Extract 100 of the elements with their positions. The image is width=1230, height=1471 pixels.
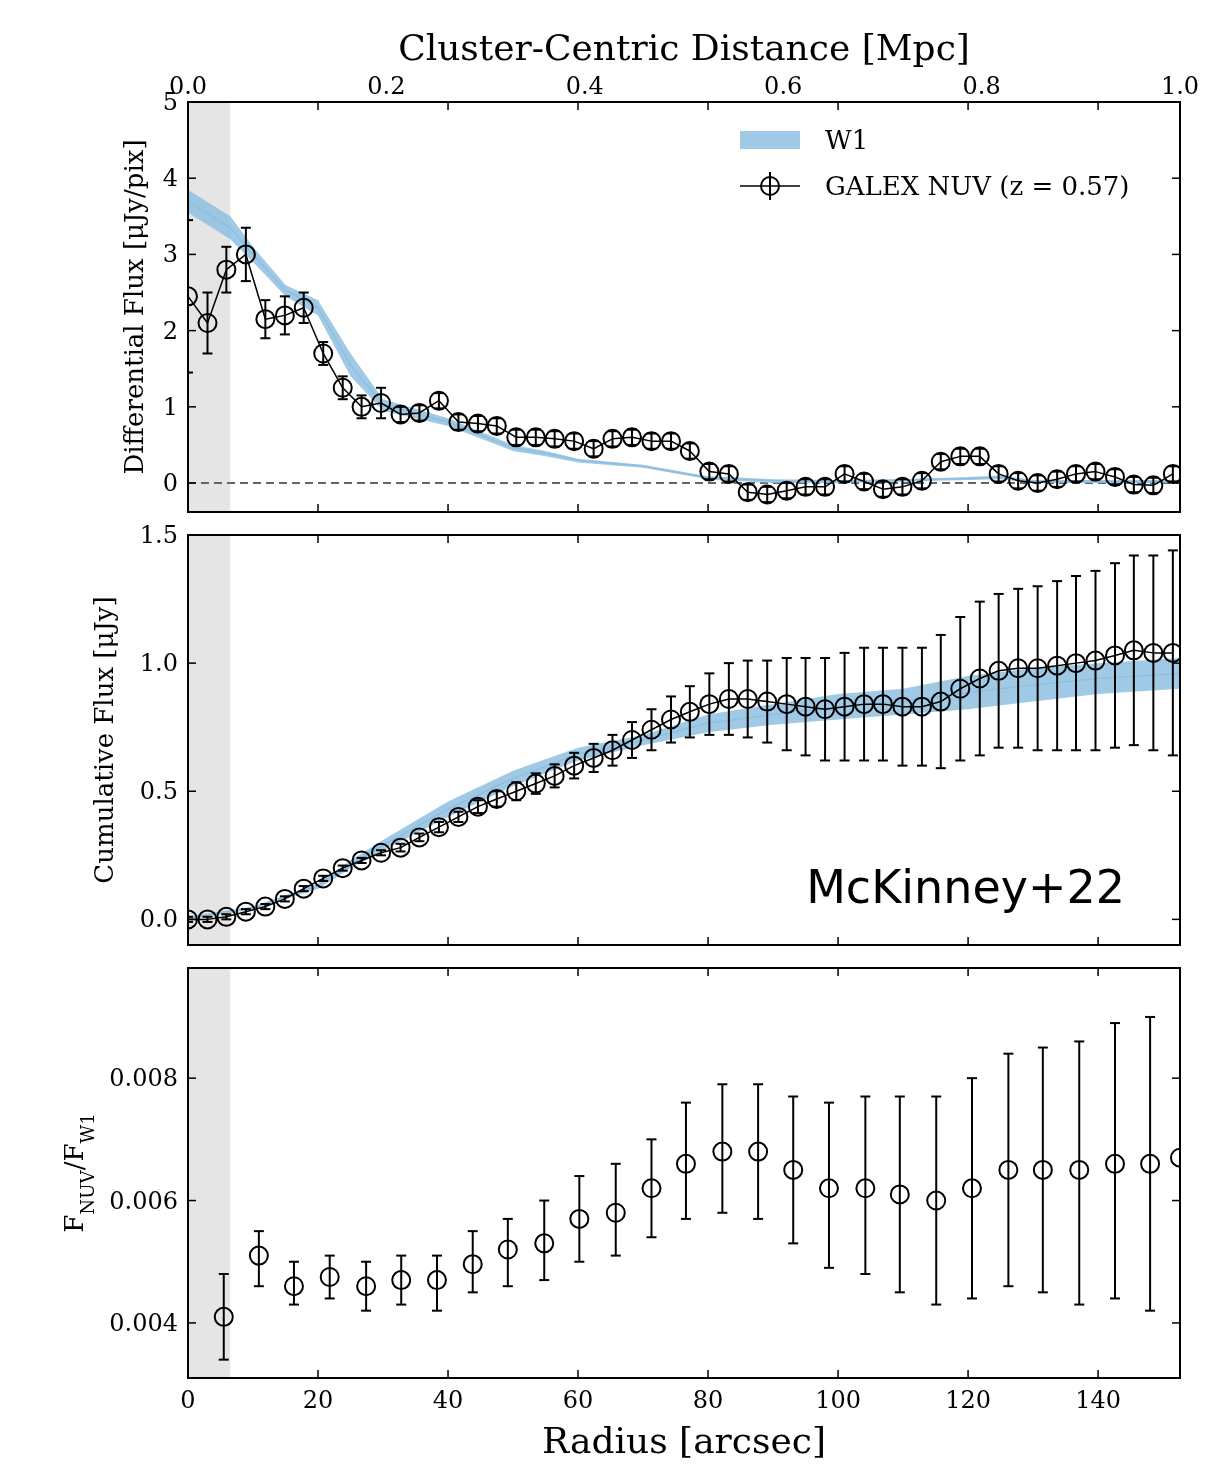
point <box>351 850 372 871</box>
x-axis-title: Radius [arcsec] <box>542 1420 826 1461</box>
point <box>569 1208 590 1229</box>
point <box>748 1141 769 1162</box>
point <box>675 1153 696 1174</box>
point <box>892 696 913 717</box>
point <box>1140 1153 1161 1174</box>
point <box>544 765 565 786</box>
point <box>1085 650 1106 671</box>
point <box>293 297 314 318</box>
point <box>319 1267 340 1288</box>
x-tick-label: 140 <box>1075 1386 1121 1414</box>
y-tick-label: 2 <box>162 316 178 345</box>
point <box>661 709 681 730</box>
point <box>1065 653 1086 674</box>
point <box>274 888 295 909</box>
x2-axis-title: Cluster-Centric Distance [Mpc] <box>398 27 970 68</box>
point <box>583 747 604 768</box>
point <box>534 1233 555 1254</box>
point <box>622 730 642 750</box>
x-tick-label: 100 <box>815 1386 861 1414</box>
y-tick-label: 0 <box>162 469 178 498</box>
point <box>1008 658 1029 679</box>
y-tick-label: 1.0 <box>139 649 178 678</box>
x-tick-label: 60 <box>562 1386 594 1414</box>
point <box>293 878 314 899</box>
point <box>1104 645 1125 666</box>
point <box>216 906 237 927</box>
x-tick-label: 80 <box>692 1386 724 1414</box>
point <box>889 1184 910 1205</box>
annotation: McKinney+22 <box>806 860 1125 914</box>
point <box>371 842 392 863</box>
x-tick-label: 40 <box>432 1386 464 1414</box>
y-axis-title: Cumulative Flux [μJy] <box>89 596 119 884</box>
point <box>783 1159 804 1180</box>
point <box>718 689 739 709</box>
point <box>197 909 218 930</box>
x2-tick-label: 0.6 <box>764 72 803 100</box>
point <box>854 694 875 715</box>
y-tick-label: 3 <box>162 240 178 269</box>
point <box>950 678 971 699</box>
point <box>426 1270 447 1291</box>
legend-label: W1 <box>825 125 869 155</box>
point <box>969 668 990 689</box>
y-tick-label: 0.5 <box>139 777 178 806</box>
y-tick-label: 1 <box>162 392 178 421</box>
point <box>248 1245 269 1266</box>
point <box>911 696 932 717</box>
point <box>255 309 276 330</box>
x-tick-label: 20 <box>302 1386 334 1414</box>
point <box>1047 655 1068 676</box>
point <box>815 699 836 720</box>
point <box>525 773 546 794</box>
x2-tick-label: 1.0 <box>1160 72 1200 100</box>
point <box>699 694 720 715</box>
point <box>776 694 797 715</box>
point <box>332 858 353 879</box>
point <box>712 1141 733 1162</box>
point <box>197 313 218 333</box>
y-tick-label: 0.006 <box>109 1186 178 1215</box>
point <box>1104 1153 1125 1174</box>
point <box>391 1270 412 1291</box>
point <box>283 1276 304 1297</box>
point <box>255 896 276 917</box>
point <box>872 694 893 715</box>
point <box>679 701 700 722</box>
point <box>216 259 237 280</box>
point <box>409 827 430 848</box>
point <box>1027 658 1048 679</box>
x2-tick-label: 0.8 <box>962 72 1001 100</box>
y-tick-label: 0.0 <box>139 905 178 934</box>
point <box>998 1159 1019 1180</box>
point <box>930 691 951 712</box>
point <box>235 244 256 265</box>
point <box>605 1202 626 1223</box>
x2-tick-label: 0.2 <box>367 72 406 100</box>
point <box>961 1178 982 1199</box>
point <box>497 1239 518 1260</box>
point <box>274 305 295 326</box>
point <box>757 691 778 712</box>
point <box>602 740 623 761</box>
point <box>313 868 334 889</box>
point <box>1032 1159 1053 1180</box>
point <box>1143 642 1164 663</box>
x2-tick-label: 0.4 <box>565 72 604 100</box>
point <box>988 660 1009 681</box>
point <box>641 719 662 740</box>
point <box>855 1178 876 1199</box>
point <box>462 1254 483 1275</box>
point <box>371 393 392 414</box>
point <box>818 1178 839 1199</box>
point <box>795 696 816 717</box>
point <box>641 1178 662 1199</box>
legend-label: GALEX NUV (z = 0.57) <box>825 171 1130 201</box>
point <box>1069 1159 1090 1180</box>
x-tick-label: 0 <box>180 1386 196 1414</box>
point <box>235 901 256 922</box>
y-tick-label: 0.008 <box>109 1064 178 1093</box>
point <box>356 1276 377 1297</box>
point <box>390 837 411 858</box>
